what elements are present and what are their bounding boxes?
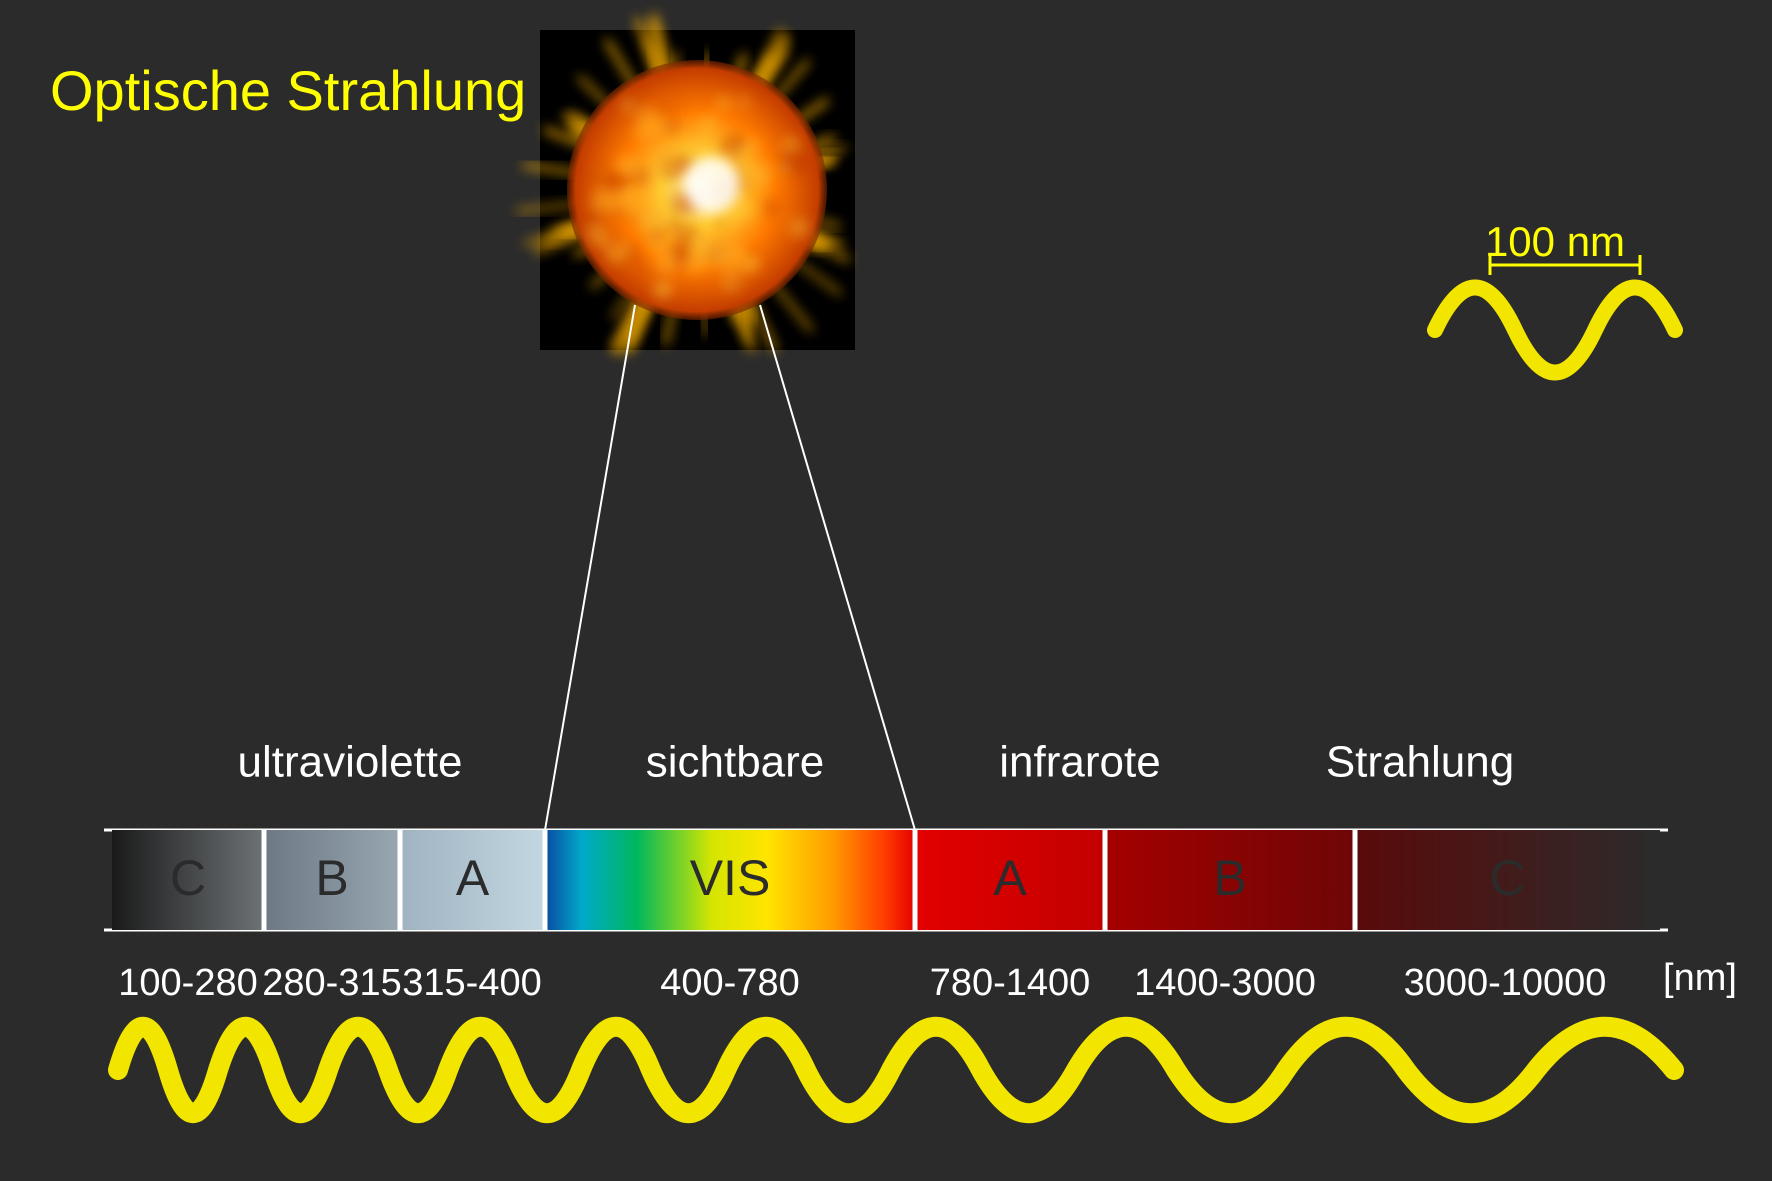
sun-core-flash xyxy=(684,157,740,213)
spectrum-band-label-ir-c: C xyxy=(1489,850,1525,906)
optical-radiation-diagram: Optische Strahlung 100 nm ultraviolette sic… xyxy=(0,0,1772,1181)
range-unit-label: [nm] xyxy=(1663,957,1737,999)
spectrum-band-label-uv-c: C xyxy=(170,850,206,906)
range-label-0: 100-280 xyxy=(118,962,257,1004)
category-label-1: sichtbare xyxy=(646,738,825,787)
wavelength-scale-label: 100 nm xyxy=(1485,218,1625,265)
page-title: Optische Strahlung xyxy=(50,59,526,122)
spectrum-band-label-ir-a: A xyxy=(993,850,1027,906)
category-label-0: ultraviolette xyxy=(237,738,462,787)
spectrum-band-label-uv-a: A xyxy=(456,850,490,906)
diagram-svg: Optische Strahlung 100 nm ultraviolette sic… xyxy=(0,0,1772,1181)
spectrum-band-label-ir-b: B xyxy=(1213,850,1246,906)
range-label-4: 780-1400 xyxy=(930,962,1091,1004)
range-label-6: 3000-10000 xyxy=(1404,962,1607,1004)
range-label-2: 315-400 xyxy=(402,962,541,1004)
range-label-1: 280-315 xyxy=(262,962,401,1004)
category-label-3: Strahlung xyxy=(1326,738,1514,787)
spectrum-band-label-uv-b: B xyxy=(315,850,348,906)
category-label-2: infrarote xyxy=(999,738,1160,787)
spectrum-band-label-vis: VIS xyxy=(690,850,771,906)
range-label-3: 400-780 xyxy=(660,962,799,1004)
range-label-5: 1400-3000 xyxy=(1134,962,1316,1004)
